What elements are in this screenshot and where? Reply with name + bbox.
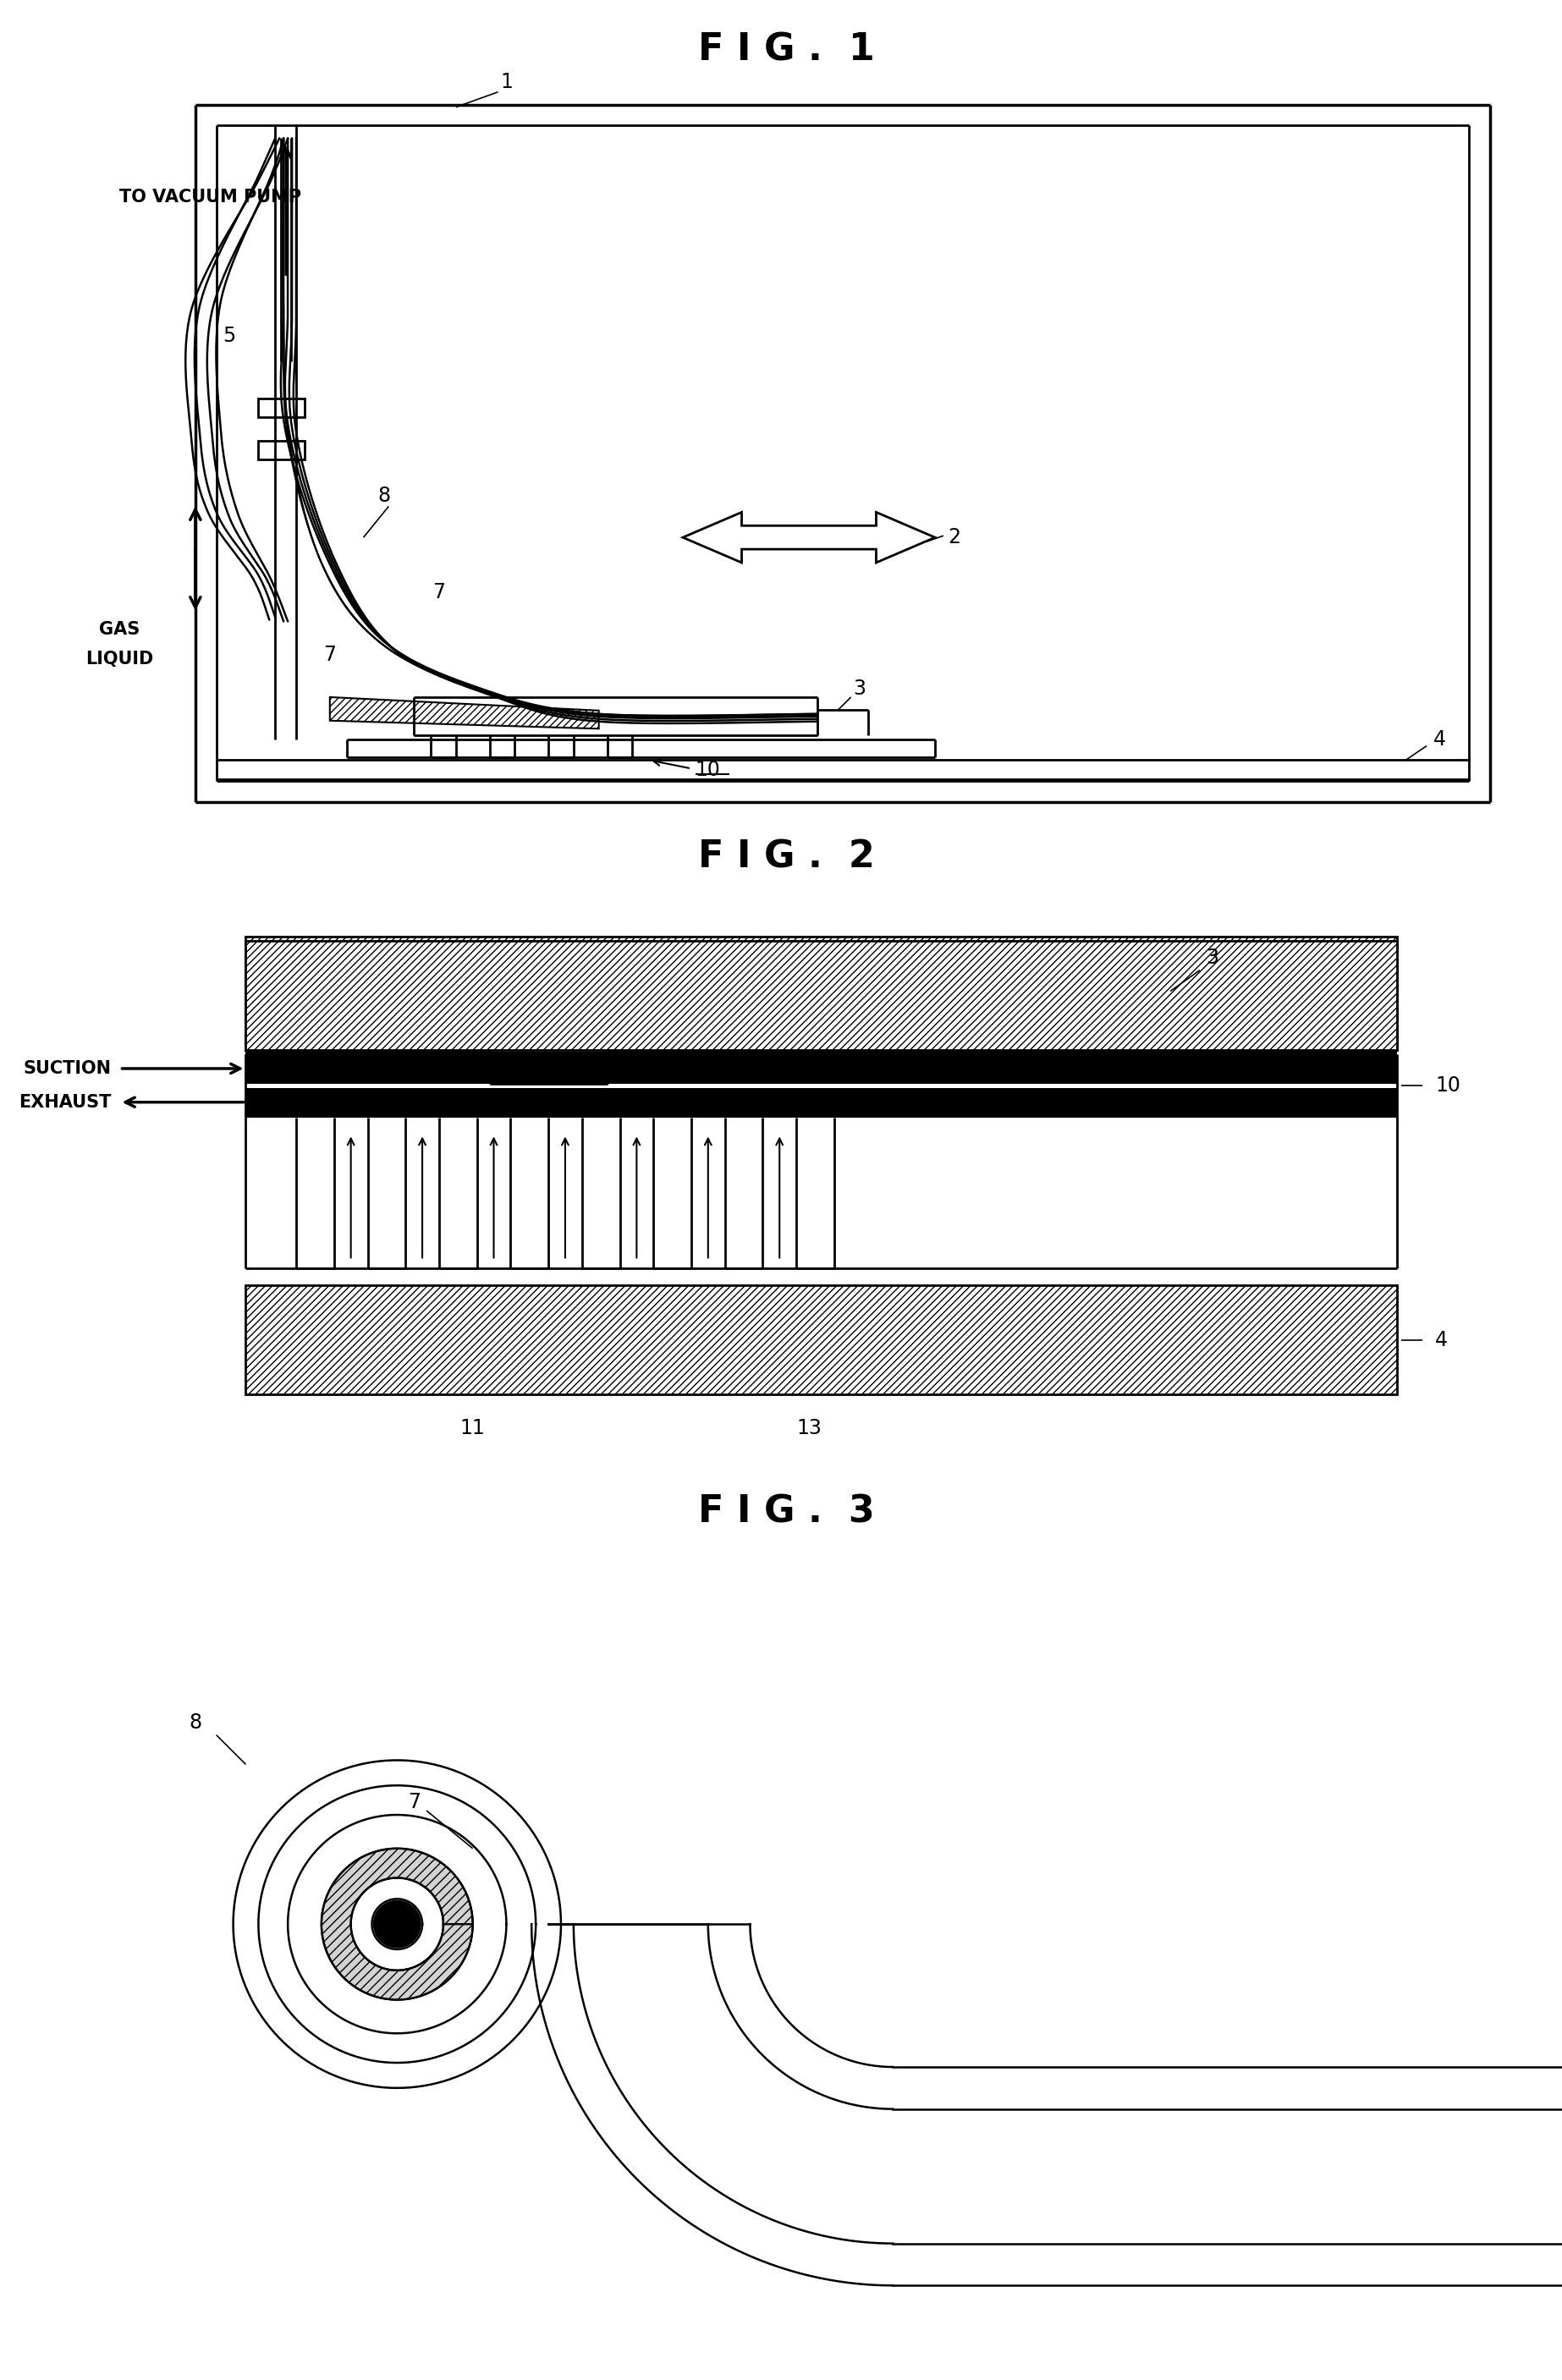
Text: EXHAUST: EXHAUST <box>19 1095 111 1111</box>
Bar <box>608 940 1398 1050</box>
Text: 10: 10 <box>1435 1076 1460 1095</box>
Text: 4: 4 <box>1432 728 1446 750</box>
Text: 2: 2 <box>948 528 961 547</box>
Bar <box>245 1088 1398 1116</box>
Polygon shape <box>683 512 936 562</box>
Text: 5: 5 <box>222 326 236 345</box>
Text: TO VACUUM PUMP: TO VACUUM PUMP <box>120 188 301 205</box>
Polygon shape <box>322 1849 473 1999</box>
Text: F I G .  1: F I G . 1 <box>698 31 875 69</box>
Bar <box>245 940 1398 1050</box>
Text: 8: 8 <box>378 486 390 505</box>
Text: GAS: GAS <box>100 621 141 638</box>
Text: 7: 7 <box>323 645 336 666</box>
Text: 8: 8 <box>189 1711 201 1733</box>
Text: 7: 7 <box>408 1792 420 1814</box>
Text: 1: 1 <box>500 71 512 93</box>
Text: F I G .  3: F I G . 3 <box>698 1495 875 1530</box>
Bar <box>258 440 305 459</box>
Text: 7: 7 <box>433 581 445 602</box>
Text: 10: 10 <box>695 759 720 781</box>
Text: LIQUID: LIQUID <box>86 650 153 669</box>
Polygon shape <box>330 697 598 728</box>
Text: 3: 3 <box>853 678 865 700</box>
Bar <box>918 940 1086 1050</box>
Bar <box>245 1285 1398 1395</box>
Circle shape <box>373 1902 420 1947</box>
Text: 4: 4 <box>1435 1330 1448 1349</box>
Text: SUCTION: SUCTION <box>23 1059 111 1078</box>
Text: 11: 11 <box>461 1418 486 1438</box>
Text: 13: 13 <box>797 1418 822 1438</box>
Text: 3: 3 <box>1206 947 1218 969</box>
Bar <box>245 1054 1398 1083</box>
Text: F I G .  2: F I G . 2 <box>698 838 875 876</box>
Bar <box>245 938 1398 976</box>
Bar <box>258 400 305 416</box>
Bar <box>245 940 489 1050</box>
